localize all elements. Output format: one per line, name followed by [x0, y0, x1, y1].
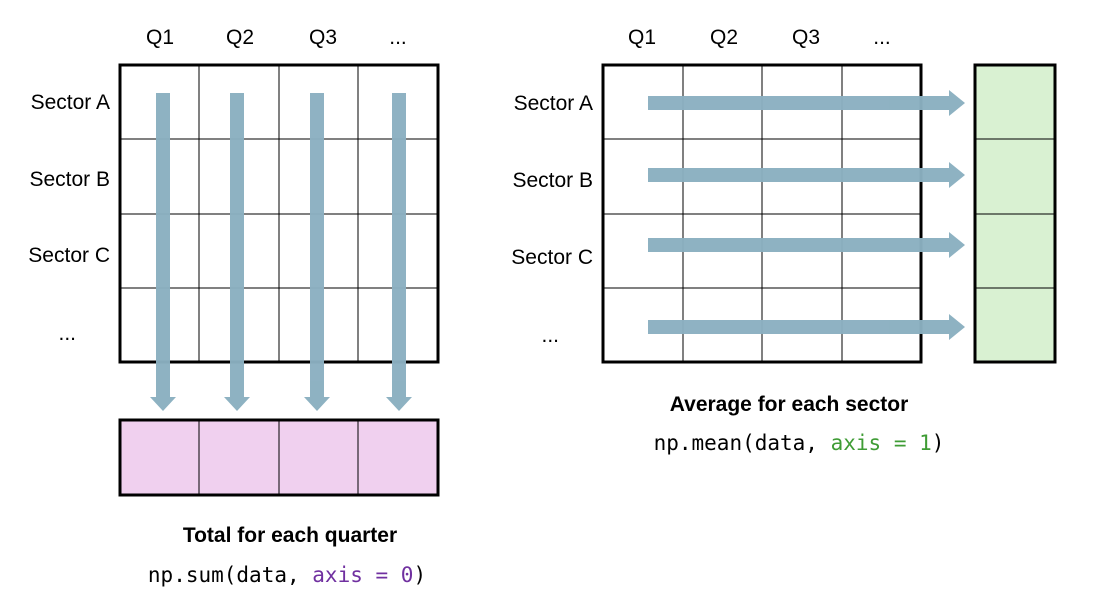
left-code-prefix: np.sum(data, [147, 563, 313, 587]
right-arrow-sector-b [648, 162, 965, 188]
right-quarter-label-q3: Q3 [791, 26, 821, 49]
left-quarter-label-q3: Q3 [308, 26, 338, 49]
left-data-grid [118, 63, 440, 364]
right-code-snippet: np.mean(data, axis = 1) [654, 433, 945, 454]
right-quarter-label-q1: Q1 [627, 26, 657, 49]
right-code-axis-arg: axis = 1 [830, 431, 932, 455]
down-arrow-more [386, 93, 412, 411]
down-arrow-q3 [304, 93, 330, 411]
left-sector-label-b: Sector B [29, 168, 110, 191]
right-arrow-sector-c [648, 232, 965, 258]
left-caption: Total for each quarter [182, 524, 398, 547]
right-arrow-sector-a [648, 90, 965, 116]
right-quarter-label-q2: Q2 [709, 26, 739, 49]
right-code-prefix: np.mean(data, [653, 431, 831, 455]
left-code-axis-arg: axis = 0 [312, 563, 414, 587]
right-quarter-label-more: ... [873, 26, 891, 49]
right-result-column [973, 63, 1057, 364]
down-arrow-q2 [224, 93, 250, 411]
left-sector-label-a: Sector A [30, 91, 110, 114]
left-quarter-label-q2: Q2 [225, 26, 255, 49]
right-caption: Average for each sector [669, 393, 909, 416]
right-code-suffix: ) [931, 431, 945, 455]
left-result-row [118, 418, 440, 497]
right-arrow-more [648, 314, 965, 340]
right-data-grid [601, 63, 923, 364]
right-sector-label-more: ... [541, 324, 559, 347]
left-quarter-label-more: ... [389, 26, 407, 49]
left-quarter-label-q1: Q1 [145, 26, 175, 49]
right-sector-label-b: Sector B [512, 169, 593, 192]
right-sector-label-c: Sector C [511, 246, 593, 269]
right-sector-label-a: Sector A [513, 92, 593, 115]
left-sector-label-more: ... [58, 322, 76, 345]
left-code-suffix: ) [413, 563, 427, 587]
left-code-snippet: np.sum(data, axis = 0) [148, 565, 426, 586]
down-arrow-q1 [150, 93, 176, 411]
left-sector-label-c: Sector C [28, 244, 110, 267]
